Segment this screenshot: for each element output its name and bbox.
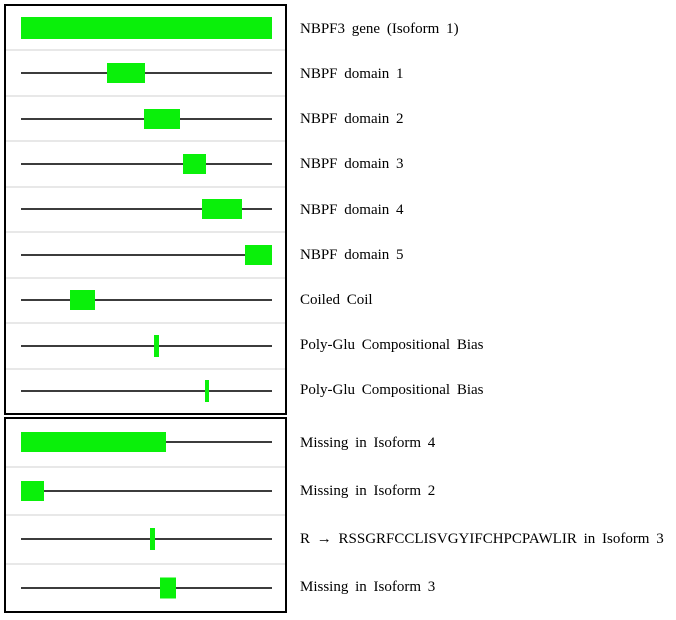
sequence-line xyxy=(21,344,272,347)
feature-label: R → RSSGRFCCLISVGYIFCHPCPAWLIR in Isofor… xyxy=(300,531,664,547)
feature-label: NBPF domain 5 xyxy=(300,246,404,263)
feature-label: NBPF domain 2 xyxy=(300,111,404,128)
feature-track xyxy=(21,51,272,94)
feature-row xyxy=(6,231,285,277)
feature-label: Poly-Glu Compositional Bias xyxy=(300,382,484,399)
full-bar xyxy=(21,16,272,39)
feature-track xyxy=(21,188,272,231)
domain-box xyxy=(183,154,207,175)
sequence-line xyxy=(21,299,272,302)
feature-label: NBPF3 gene (Isoform 1) xyxy=(300,20,459,37)
feature-track xyxy=(21,419,272,466)
domain-box xyxy=(106,63,145,84)
feature-track xyxy=(21,142,272,185)
feature-row xyxy=(6,276,285,323)
feature-track xyxy=(21,565,272,612)
region-bar xyxy=(21,432,167,453)
feature-row xyxy=(6,465,285,515)
feature-row xyxy=(6,419,285,466)
sequence-line xyxy=(21,538,272,541)
feature-row xyxy=(6,6,285,50)
feature-row xyxy=(6,140,285,186)
region-bar xyxy=(21,480,45,501)
feature-row xyxy=(6,49,285,95)
feature-track xyxy=(21,6,272,49)
feature-label: NBPF domain 3 xyxy=(300,156,404,173)
feature-label: Missing in Isoform 2 xyxy=(300,483,436,499)
feature-label: Missing in Isoform 3 xyxy=(300,579,436,595)
domain-box xyxy=(244,244,272,265)
feature-track xyxy=(21,324,272,367)
sequence-line xyxy=(21,72,272,75)
sequence-line xyxy=(21,163,272,166)
feature-row xyxy=(6,562,285,612)
site-tick xyxy=(205,380,210,403)
feature-label: Poly-Glu Compositional Bias xyxy=(300,337,484,354)
domain-box xyxy=(160,577,177,599)
feature-label: NBPF domain 1 xyxy=(300,65,404,82)
feature-panel-domains xyxy=(4,4,287,415)
feature-row xyxy=(6,185,285,232)
feature-row xyxy=(6,367,285,413)
feature-label: NBPF domain 4 xyxy=(300,201,404,218)
sequence-line xyxy=(21,208,272,211)
feature-row xyxy=(6,514,285,563)
feature-track xyxy=(21,233,272,276)
sequence-line xyxy=(21,390,272,393)
feature-track xyxy=(21,516,272,563)
feature-label: Coiled Coil xyxy=(300,291,373,308)
feature-track xyxy=(21,468,272,515)
sequence-line xyxy=(21,586,272,589)
feature-label: Missing in Isoform 4 xyxy=(300,435,436,451)
feature-row xyxy=(6,322,285,368)
site-tick xyxy=(150,528,155,551)
feature-panel-isoform-differences xyxy=(4,417,287,613)
feature-track xyxy=(21,370,272,413)
sequence-line xyxy=(21,489,272,492)
site-tick xyxy=(154,334,159,357)
feature-track xyxy=(21,97,272,140)
feature-track xyxy=(21,279,272,322)
domain-box xyxy=(70,290,95,311)
sequence-line xyxy=(21,253,272,256)
feature-row xyxy=(6,94,285,141)
domain-box xyxy=(143,108,181,129)
domain-box xyxy=(202,199,242,220)
